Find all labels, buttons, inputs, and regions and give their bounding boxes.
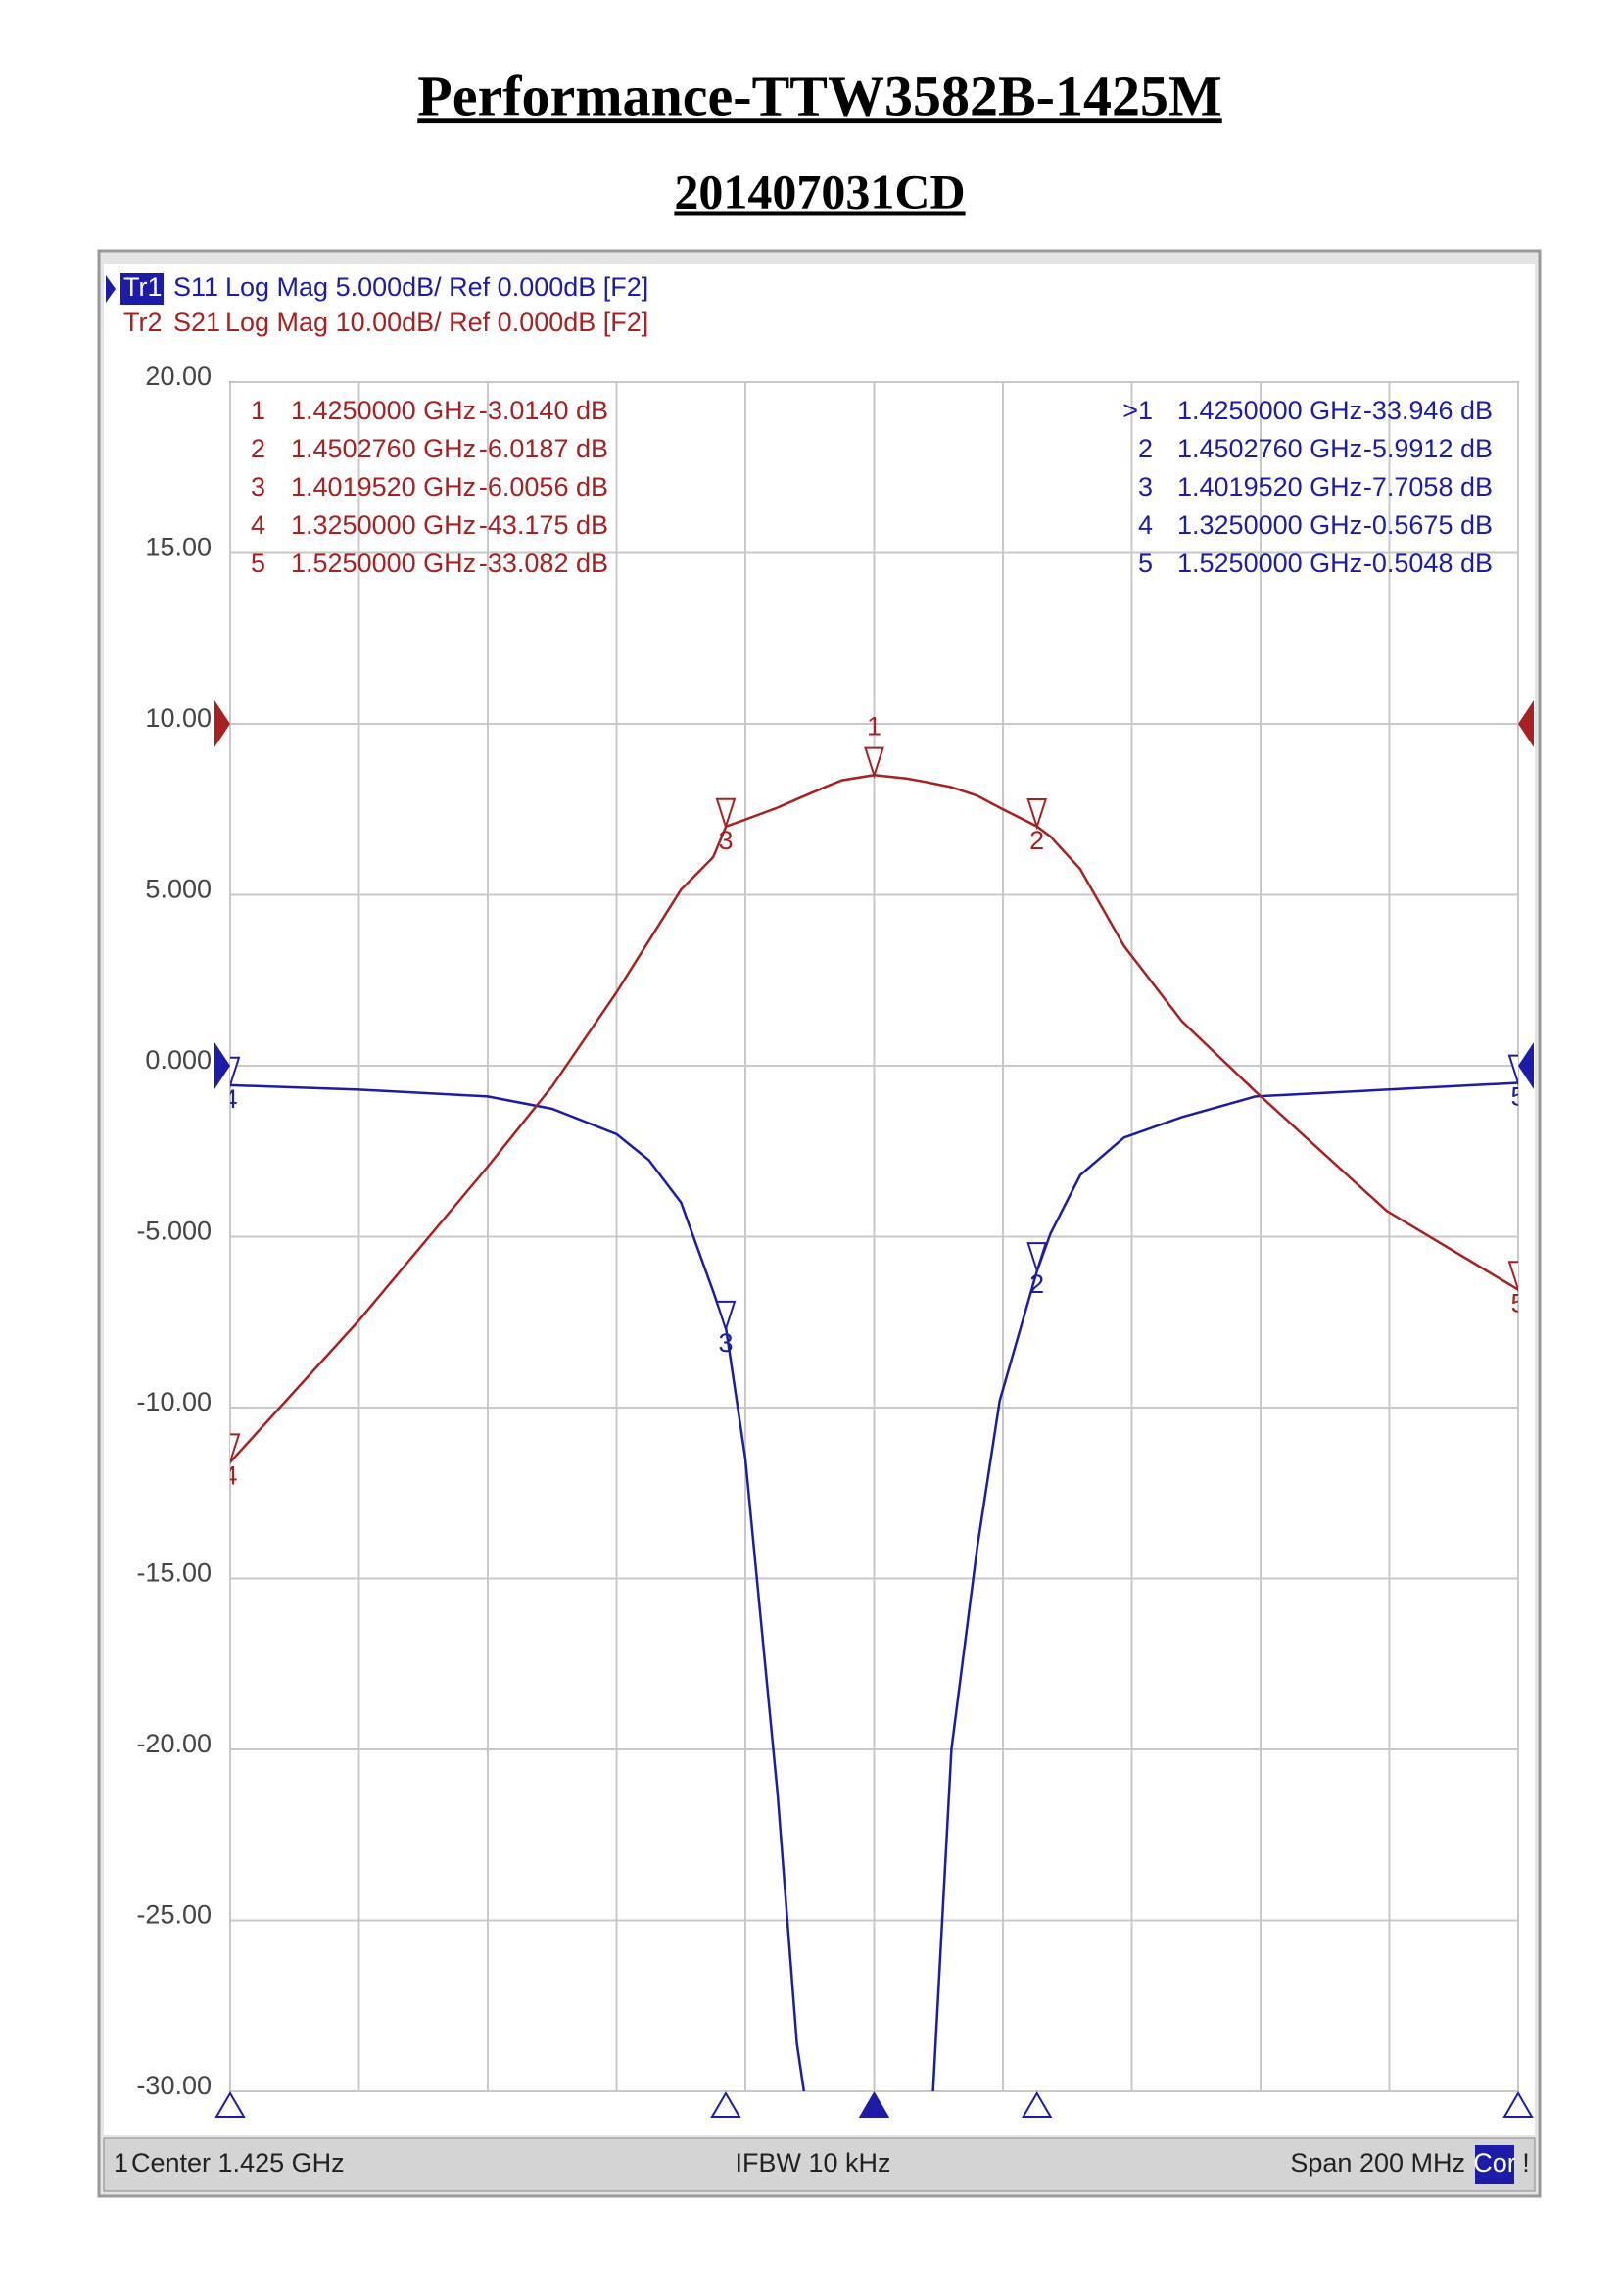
marker-triangle bbox=[1507, 1054, 1518, 1086]
marker-table-frequency: 1.4019520 GHz bbox=[1177, 472, 1362, 502]
marker-triangle bbox=[1026, 1242, 1048, 1274]
marker-label: 4 bbox=[222, 1084, 237, 1114]
marker-table-number: 4 bbox=[251, 510, 265, 540]
y-tick-label: -25.00 bbox=[136, 1900, 212, 1930]
marker-triangle bbox=[1026, 798, 1048, 831]
marker-table-number: 4 bbox=[1138, 510, 1153, 540]
marker-label: 2 bbox=[1029, 826, 1044, 855]
marker-table-frequency: 1.4502760 GHz bbox=[291, 434, 476, 463]
subtitle: 201407031CD bbox=[674, 164, 965, 218]
marker-label: 1 bbox=[867, 712, 881, 741]
marker-triangle bbox=[715, 1300, 737, 1333]
marker-table-number: 5 bbox=[1138, 549, 1153, 578]
marker-table-value: -0.5048 dB bbox=[1363, 549, 1493, 578]
status-ifbw: IFBW 10 kHz bbox=[735, 2148, 890, 2177]
trace-line bbox=[230, 1081, 1518, 2091]
marker-table-value: -5.9912 dB bbox=[1363, 434, 1493, 463]
marker-table-value: -33.082 dB bbox=[479, 549, 608, 578]
ref-arrow-left bbox=[214, 700, 230, 747]
trace-id: Tr2 bbox=[123, 308, 163, 337]
status-center: Center 1.425 GHz bbox=[131, 2148, 345, 2177]
ref-arrow-right bbox=[1518, 1042, 1534, 1089]
marker-table-frequency: 1.4250000 GHz bbox=[291, 396, 476, 425]
marker-table-value: -6.0056 dB bbox=[479, 472, 608, 502]
trace-format: Log Mag 5.000dB/ Ref 0.000dB [F2] bbox=[225, 272, 648, 302]
legend-name: S11 bbox=[173, 272, 218, 302]
trace-line bbox=[230, 774, 1518, 1463]
marker-table-frequency: 1.4250000 GHz bbox=[1177, 396, 1362, 425]
trace-format: Log Mag 10.00dB/ Ref 0.000dB [F2] bbox=[225, 308, 648, 337]
status-bar bbox=[103, 2137, 1536, 2192]
marker-label: 3 bbox=[718, 1328, 733, 1358]
marker-table-number: 3 bbox=[1138, 472, 1153, 502]
marker-label: 3 bbox=[718, 826, 733, 855]
marker-label: 2 bbox=[1029, 1269, 1044, 1299]
y-tick-label: 0.000 bbox=[145, 1045, 212, 1075]
marker-table-value: -43.175 dB bbox=[479, 510, 608, 540]
y-tick-label: -15.00 bbox=[136, 1558, 212, 1588]
marker-table-number: 1 bbox=[251, 396, 265, 425]
marker-table-frequency: 1.5250000 GHz bbox=[291, 549, 476, 578]
marker-table-number: 2 bbox=[251, 434, 265, 463]
stimulus-marker bbox=[858, 2091, 890, 2118]
marker-table-frequency: 1.4502760 GHz bbox=[1177, 434, 1362, 463]
marker-table-number: 5 bbox=[251, 549, 265, 578]
stimulus-marker bbox=[1502, 2091, 1534, 2118]
marker-label: 5 bbox=[1510, 1288, 1525, 1317]
marker-table-number: >1 bbox=[1122, 396, 1153, 425]
marker-triangle bbox=[1507, 1261, 1518, 1293]
y-tick-label: 5.000 bbox=[145, 875, 212, 904]
y-tick-label: -10.00 bbox=[136, 1387, 212, 1416]
title: Performance-TTW3582B-1425M bbox=[417, 64, 1221, 127]
status-alert: ! bbox=[1522, 2148, 1530, 2177]
marker-table-frequency: 1.5250000 GHz bbox=[1177, 549, 1362, 578]
ref-arrow-left bbox=[214, 1042, 230, 1089]
ref-arrow-right bbox=[1518, 700, 1534, 747]
marker-triangle bbox=[866, 2199, 883, 2226]
marker-table-number: 3 bbox=[251, 472, 265, 502]
marker-table-number: 2 bbox=[1138, 434, 1153, 463]
y-tick-label: -5.000 bbox=[136, 1217, 212, 1246]
y-tick-label: 10.00 bbox=[145, 703, 212, 733]
marker-triangle bbox=[230, 1056, 241, 1089]
correction-box bbox=[1475, 2145, 1514, 2184]
marker-table-value: -7.7058 dB bbox=[1363, 472, 1493, 502]
y-tick-label: 20.00 bbox=[145, 361, 212, 391]
marker-label: 5 bbox=[1510, 1082, 1525, 1112]
active-trace-arrow bbox=[106, 275, 116, 303]
trace-group: 1 2 3 4 5 bbox=[222, 712, 1525, 1491]
trace-id: Tr1 bbox=[123, 272, 163, 302]
y-tick-label: -20.00 bbox=[136, 1729, 212, 1758]
stimulus-marker bbox=[214, 2091, 246, 2118]
marker-table-frequency: 1.3250000 GHz bbox=[291, 510, 476, 540]
stimulus-marker bbox=[1021, 2091, 1053, 2118]
marker-triangle bbox=[230, 1433, 241, 1465]
marker-table-frequency: 1.3250000 GHz bbox=[1177, 510, 1362, 540]
marker-label: 4 bbox=[222, 1461, 237, 1491]
marker-triangle bbox=[715, 797, 737, 831]
marker-table-value: -3.0140 dB bbox=[479, 396, 608, 425]
status-span: Span 200 MHz bbox=[1290, 2148, 1465, 2177]
y-tick-label: -30.00 bbox=[136, 2071, 212, 2100]
status-correction: Cor bbox=[1473, 2148, 1516, 2177]
marker-table-value: -0.5675 dB bbox=[1363, 510, 1493, 540]
legend-name: S21 bbox=[173, 308, 220, 337]
active-trace-box bbox=[120, 273, 164, 305]
marker-table-value: -33.946 dB bbox=[1363, 396, 1493, 425]
marker-table-value: -6.0187 dB bbox=[479, 434, 608, 463]
marker-table-frequency: 1.4019520 GHz bbox=[291, 472, 476, 502]
stimulus-marker bbox=[710, 2091, 741, 2118]
y-tick-label: 15.00 bbox=[145, 533, 212, 562]
marker-triangle bbox=[864, 746, 884, 779]
status-channel: 1 bbox=[114, 2148, 128, 2177]
